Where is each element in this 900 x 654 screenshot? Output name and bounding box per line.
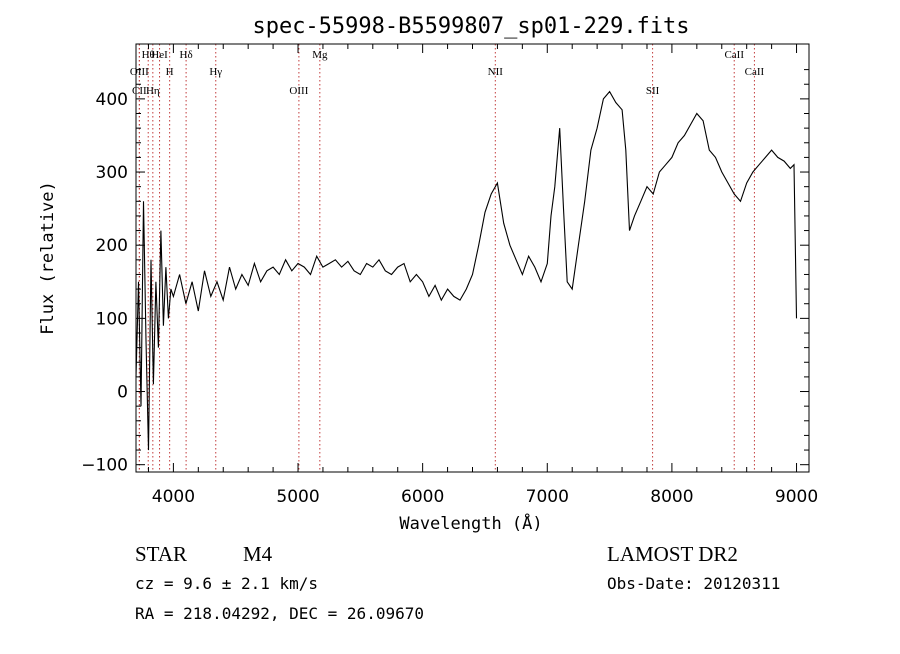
reference-line-label: Hη bbox=[146, 85, 160, 97]
y-tick-label: 300 bbox=[96, 163, 128, 183]
spectrum-line bbox=[135, 90, 798, 451]
reference-line-label: CaII bbox=[745, 66, 765, 78]
y-axis-label: Flux (relative) bbox=[38, 181, 58, 335]
plot-frame bbox=[135, 43, 810, 473]
redshift-info: cz = 9.6 ± 2.1 km/s bbox=[135, 574, 318, 593]
y-tick-label: 400 bbox=[96, 90, 128, 110]
reference-line-label: Hθ bbox=[142, 49, 155, 61]
reference-line-label: H bbox=[166, 66, 174, 78]
x-tick-label: 5000 bbox=[276, 487, 319, 507]
x-axis-ticks: 4000 5000 6000 7000 8000 9000 bbox=[147, 44, 818, 507]
reference-line-label: SII bbox=[646, 85, 660, 97]
reference-lines bbox=[138, 44, 755, 472]
coordinates: RA = 218.04292, DEC = 26.09670 bbox=[135, 604, 424, 623]
y-tick-label: 200 bbox=[96, 236, 128, 256]
y-axis-ticks: −100 0 100 200 300 400 bbox=[81, 69, 809, 476]
reference-line-label: OIII bbox=[289, 85, 308, 97]
x-axis-label: Wavelength (Å) bbox=[399, 512, 542, 534]
x-tick-label: 4000 bbox=[152, 487, 195, 507]
survey-name: LAMOST DR2 bbox=[607, 542, 738, 566]
object-class: STAR bbox=[135, 542, 187, 566]
reference-line-label: CaII bbox=[724, 49, 744, 61]
reference-line-label: Mg bbox=[312, 49, 328, 61]
reference-line-label: CII bbox=[132, 85, 147, 97]
y-tick-label: −100 bbox=[81, 456, 128, 476]
x-tick-label: 6000 bbox=[401, 487, 444, 507]
reference-line-label: HeI bbox=[151, 49, 168, 61]
y-tick-label: 0 bbox=[117, 383, 128, 403]
x-tick-label: 8000 bbox=[650, 487, 693, 507]
object-subclass: M4 bbox=[243, 542, 273, 566]
reference-line-label: Hδ bbox=[180, 49, 193, 61]
x-tick-label: 9000 bbox=[775, 487, 818, 507]
reference-line-label: OIII bbox=[130, 66, 149, 78]
chart-title: spec-55998-B5599807_sp01-229.fits bbox=[252, 14, 689, 39]
reference-line-label: NII bbox=[488, 66, 504, 78]
observation-date: Obs-Date: 20120311 bbox=[607, 574, 780, 593]
x-tick-label: 7000 bbox=[526, 487, 569, 507]
reference-line-label: Hγ bbox=[209, 66, 222, 78]
y-tick-label: 100 bbox=[96, 309, 128, 329]
